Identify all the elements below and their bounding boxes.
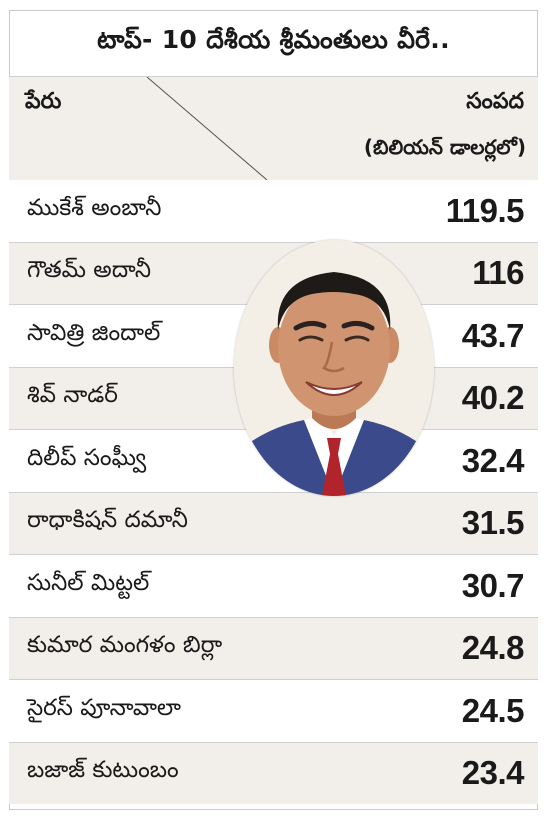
portrait-illustration — [234, 240, 434, 496]
person-name: శివ్ నాడర్ — [27, 382, 118, 409]
table-row: కుమార మంగళం బిర్లా 24.8 — [9, 617, 538, 680]
wealth-value: 31.5 — [461, 504, 525, 542]
header-diagonal-divider — [146, 77, 268, 180]
wealth-value: 119.5 — [445, 191, 525, 229]
table-row: సునీల్ మిట్టల్ 30.7 — [9, 555, 538, 618]
person-name: రాధాకిషన్ దమానీ — [27, 507, 188, 534]
person-name: సావిత్రి జిందాల్ — [27, 319, 161, 346]
table-row: ముకేశ్ అంబానీ 119.5 — [9, 180, 538, 243]
wealth-value: 32.4 — [461, 441, 525, 479]
wealth-value: 23.4 — [461, 754, 525, 792]
wealth-value: 24.5 — [461, 691, 525, 729]
wealth-value: 30.7 — [461, 566, 525, 604]
page-title: టాప్- 10 దేశీయ శ్రీమంతులు వీరే.. — [97, 25, 450, 54]
wealth-value: 43.7 — [461, 316, 525, 354]
person-name: ముకేశ్ అంబానీ — [27, 194, 162, 221]
person-name: సైరస్ పూనావాలా — [27, 694, 182, 721]
table-header: పేరు సంపద (బిలియన్ డాలర్లలో) — [9, 76, 538, 181]
column-header-name: పేరు — [25, 89, 62, 114]
person-name: బజాజ్ కుటుంబం — [27, 757, 179, 784]
wealth-value: 24.8 — [461, 629, 525, 667]
portrait-photo — [234, 240, 434, 496]
table-row: బజాజ్ కుటుంబం 23.4 — [9, 742, 538, 804]
column-header-unit: (బిలియన్ డాలర్లలో) — [363, 135, 526, 159]
person-name: కుమార మంగళం బిర్లా — [27, 632, 223, 659]
wealth-value: 40.2 — [461, 379, 525, 417]
person-name: గౌతమ్ అదానీ — [27, 257, 152, 284]
table-row: రాధాకిషన్ దమానీ 31.5 — [9, 492, 538, 555]
person-name: దిలీప్ సంఘ్వీ — [27, 444, 147, 471]
wealth-value: 116 — [472, 254, 524, 292]
table-row: సైరస్ పూనావాలా 24.5 — [9, 680, 538, 743]
column-header-wealth: సంపద — [466, 89, 524, 114]
person-name: సునీల్ మిట్టల్ — [27, 569, 150, 596]
